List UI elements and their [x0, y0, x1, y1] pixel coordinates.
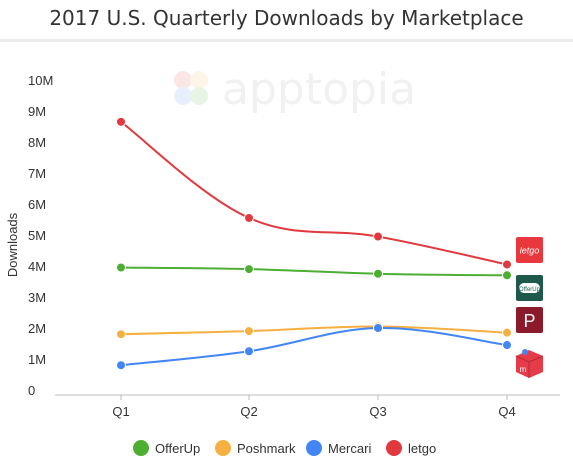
letgo-data-point: [373, 231, 383, 242]
legend-label: Mercari: [328, 441, 371, 456]
watermark: apptopia: [174, 64, 416, 115]
legend-item-letgo: letgo: [386, 440, 436, 456]
app-icons: letgo OfferUp P m: [515, 237, 544, 378]
x-axis-ticks: Q1 Q2 Q3 Q4: [112, 395, 516, 419]
y-tick-label: 3M: [28, 290, 46, 305]
mercari-data-point: [116, 360, 126, 371]
offerup-app-icon: OfferUp: [516, 275, 543, 301]
y-tick-label: 4M: [28, 259, 46, 274]
poshmark-icon-text: P: [523, 311, 535, 331]
x-tick-label: Q2: [240, 404, 257, 419]
poshmark-series-line: [120, 325, 508, 336]
offerup-icon-text: OfferUp: [519, 287, 541, 293]
legend-item-mercari: Mercari: [306, 440, 371, 456]
y-tick-label: 1M: [28, 352, 46, 367]
x-tick-label: Q4: [498, 404, 515, 419]
watermark-text: apptopia: [222, 64, 416, 115]
y-tick-label: 8M: [28, 135, 46, 150]
offerup-data-point: [502, 270, 512, 281]
mercari-icon-text: m: [520, 365, 527, 374]
letgo-data-point: [116, 116, 126, 127]
poshmark-data-point: [116, 329, 126, 340]
title-divider: [0, 39, 573, 42]
legend-label: OfferUp: [155, 441, 200, 456]
mercari-data-point: [502, 340, 512, 351]
legend-swatch: [386, 440, 402, 456]
y-tick-label: 5M: [28, 228, 46, 243]
legend-swatch: [306, 440, 322, 456]
apptopia-logo-icon: [174, 71, 208, 105]
chart-title: 2017 U.S. Quarterly Downloads by Marketp…: [49, 6, 524, 30]
legend-item-offerup: OfferUp: [133, 440, 200, 456]
letgo-data-point: [244, 212, 254, 223]
x-tick-label: Q1: [112, 404, 129, 419]
letgo-icon-text: letgo: [520, 246, 540, 256]
letgo-data-point: [502, 259, 512, 270]
legend-swatch: [215, 440, 231, 456]
offerup-data-point: [373, 268, 383, 279]
legend-item-poshmark: Poshmark: [215, 440, 296, 456]
mercari-app-icon: m: [515, 349, 544, 378]
y-axis-label: Downloads: [5, 212, 20, 277]
y-axis-ticks: 0 1M 2M 3M 4M 5M 6M 7M 8M 9M 10M: [28, 73, 53, 398]
mercari-series-line: [120, 326, 508, 367]
legend-label: Poshmark: [237, 441, 296, 456]
y-tick-label: 0: [28, 383, 35, 398]
legend: OfferUp Poshmark Mercari letgo: [133, 440, 436, 456]
offerup-data-point: [116, 262, 126, 273]
letgo-app-icon: letgo: [516, 237, 543, 263]
letgo-series-line: [120, 121, 508, 266]
x-tick-label: Q3: [369, 404, 386, 419]
offerup-data-point: [244, 264, 254, 275]
series-lines: [120, 121, 508, 367]
y-tick-label: 2M: [28, 321, 46, 336]
poshmark-data-point: [502, 327, 512, 338]
series-points: [116, 116, 512, 371]
poshmark-app-icon: P: [516, 307, 543, 333]
legend-swatch: [133, 440, 149, 456]
mercari-data-point: [373, 323, 383, 333]
y-tick-label: 7M: [28, 166, 46, 181]
legend-label: letgo: [408, 441, 436, 456]
mercari-data-point: [244, 346, 254, 357]
offerup-series-line: [120, 266, 508, 277]
poshmark-data-point: [244, 326, 254, 337]
y-tick-label: 10M: [28, 73, 53, 88]
y-tick-label: 6M: [28, 197, 46, 212]
y-tick-label: 9M: [28, 104, 46, 119]
